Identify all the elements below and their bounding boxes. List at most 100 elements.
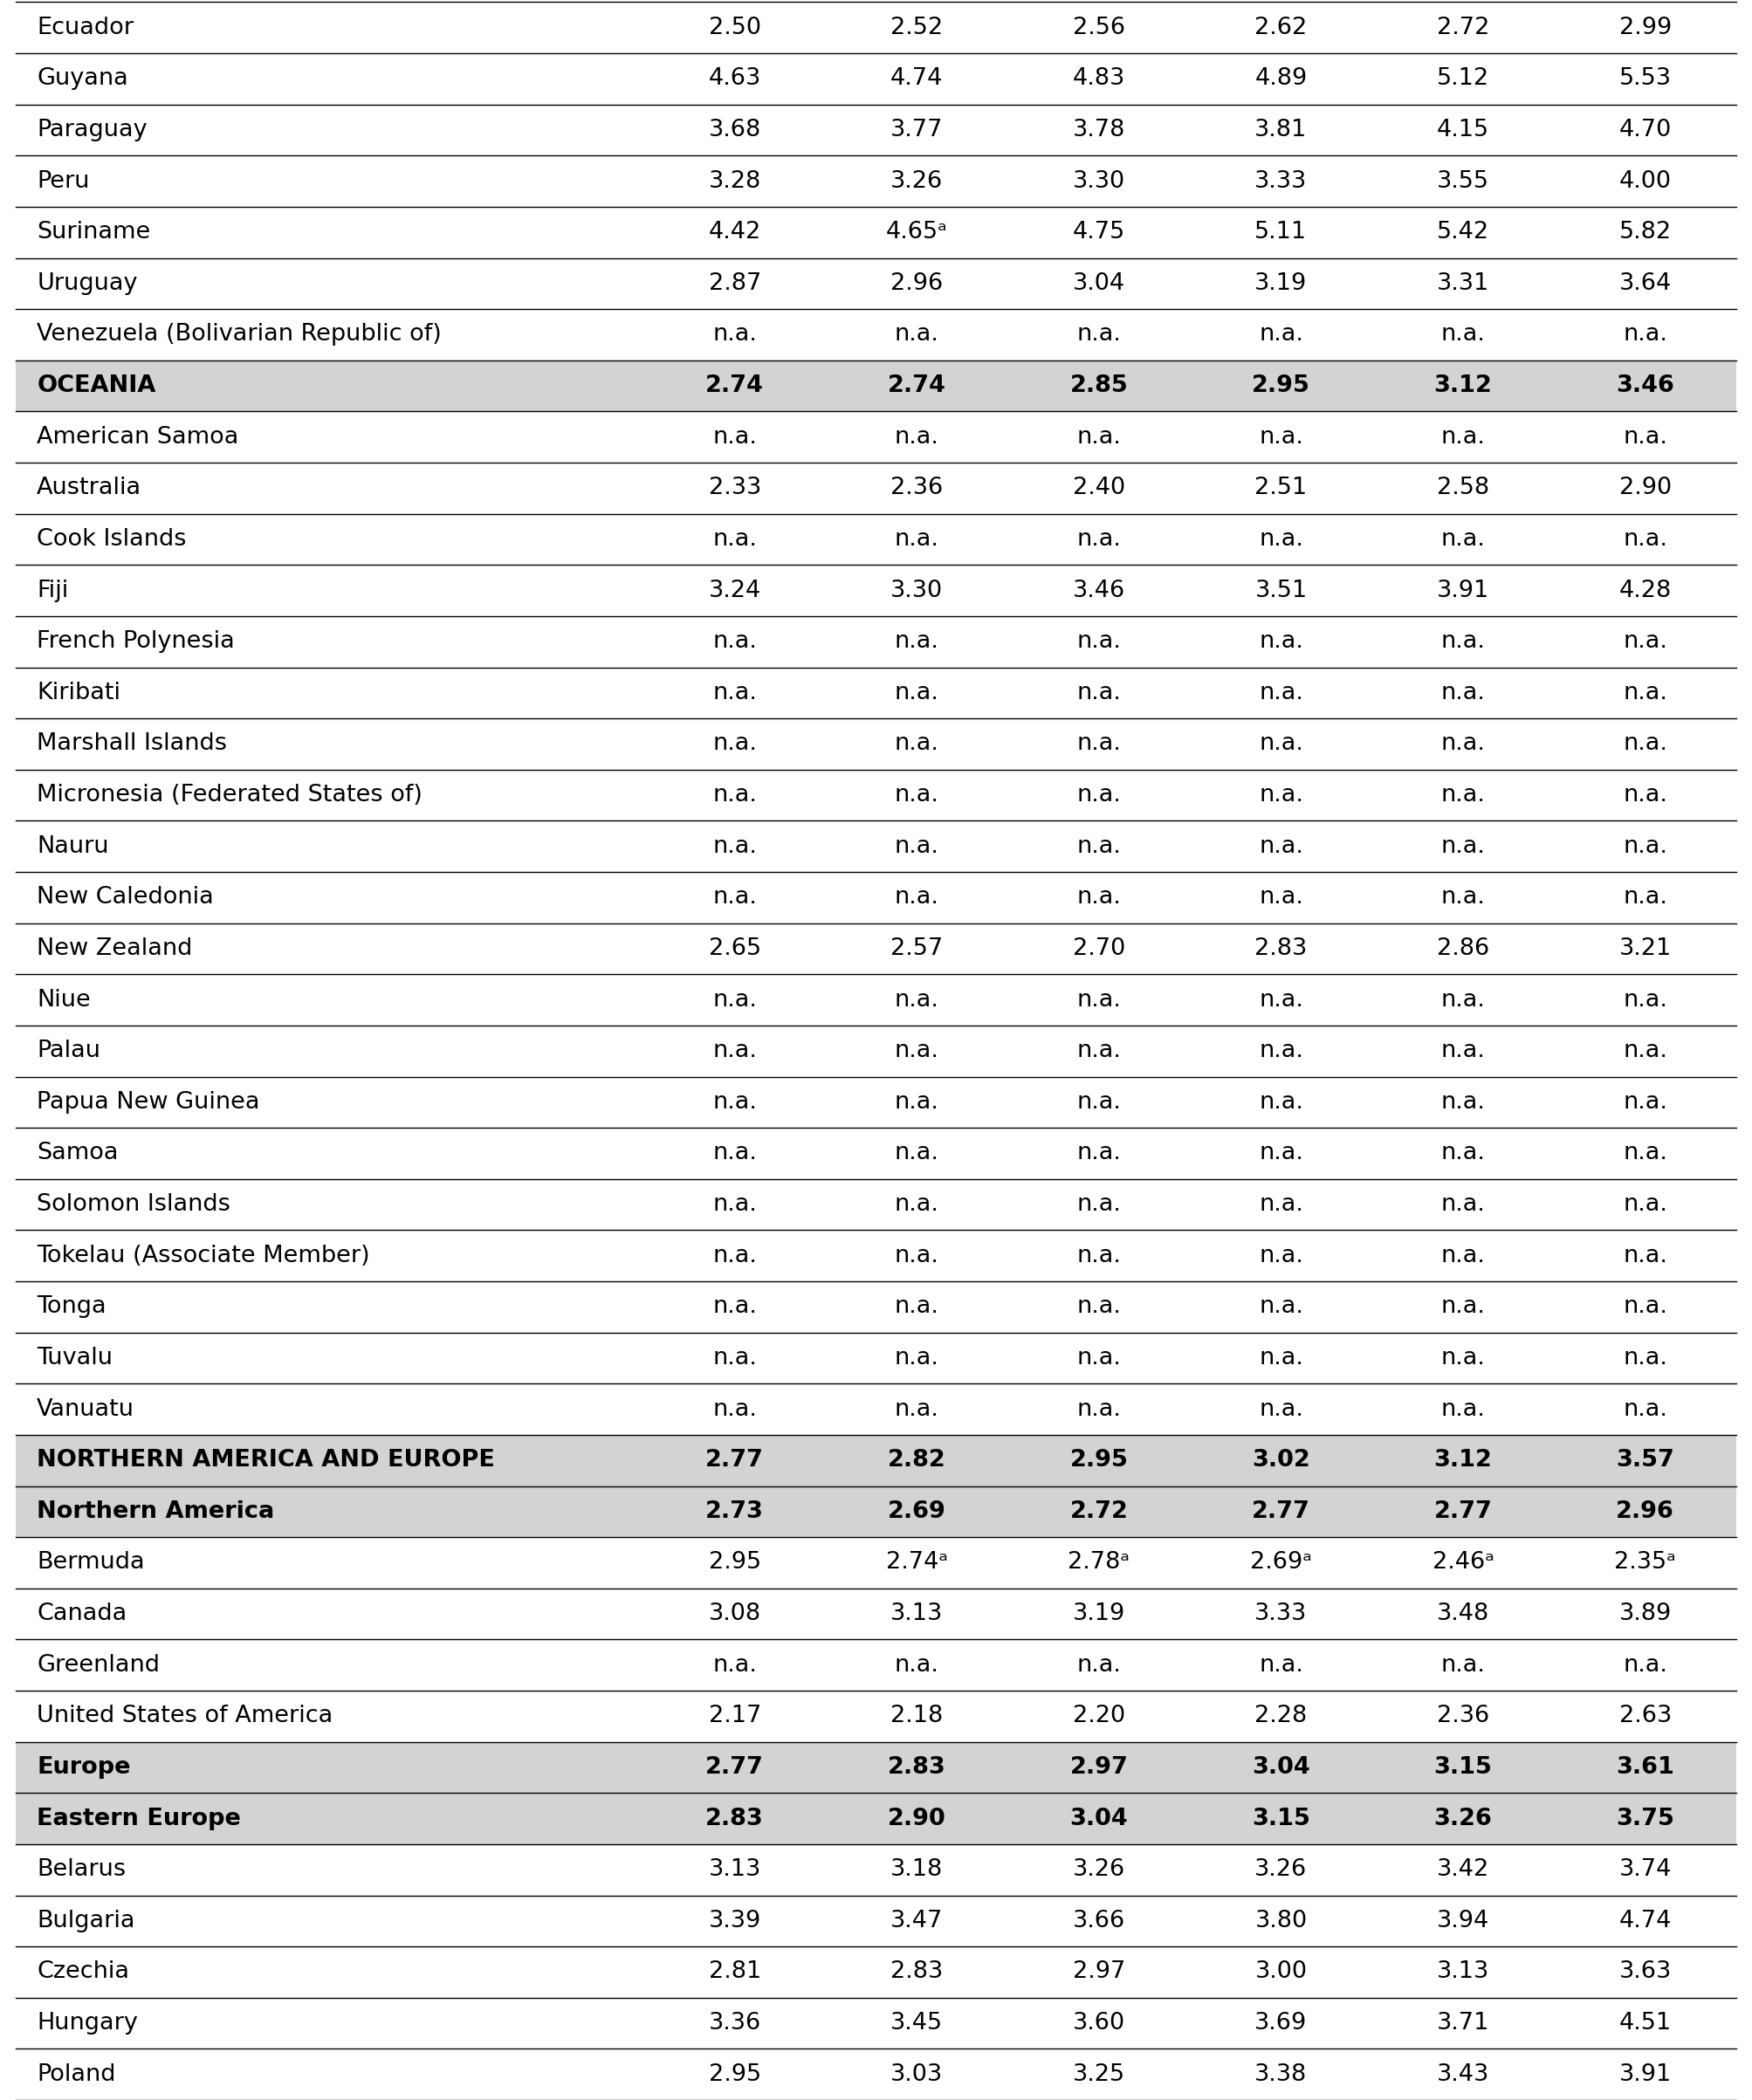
Text: 5.82: 5.82 (1619, 220, 1671, 244)
Text: 2.72: 2.72 (1070, 1499, 1128, 1523)
Bar (16, 412, 1736, 462)
Text: n.a.: n.a. (1440, 683, 1486, 704)
Text: 5.11: 5.11 (1254, 220, 1307, 244)
Text: Marshall Islands: Marshall Islands (37, 733, 228, 756)
Text: 3.60: 3.60 (1072, 2012, 1125, 2035)
Text: 3.18: 3.18 (890, 1858, 943, 1882)
Text: 3.78: 3.78 (1072, 120, 1125, 141)
Bar (16, 2050, 1736, 2100)
Bar (16, 462, 1736, 514)
Text: Eastern Europe: Eastern Europe (37, 1808, 242, 1829)
Text: n.a.: n.a. (713, 1296, 757, 1319)
Text: 3.61: 3.61 (1615, 1756, 1675, 1779)
Text: 3.28: 3.28 (708, 170, 760, 193)
Text: n.a.: n.a. (1440, 1090, 1486, 1113)
Text: n.a.: n.a. (713, 426, 757, 449)
Text: Samoa: Samoa (37, 1142, 119, 1166)
Text: 2.69: 2.69 (888, 1499, 946, 1523)
Text: n.a.: n.a. (895, 1296, 939, 1319)
Text: 4.75: 4.75 (1072, 220, 1125, 244)
Text: n.a.: n.a. (713, 1142, 757, 1166)
Text: n.a.: n.a. (1440, 1142, 1486, 1166)
Text: n.a.: n.a. (1622, 886, 1668, 909)
Text: 2.78ᵃ: 2.78ᵃ (1069, 1552, 1130, 1575)
Text: n.a.: n.a. (1077, 1193, 1121, 1216)
Text: n.a.: n.a. (1077, 683, 1121, 704)
Text: 2.51: 2.51 (1254, 477, 1307, 500)
Bar (16, 1741, 1736, 1793)
Text: 4.42: 4.42 (708, 220, 760, 244)
Text: Bermuda: Bermuda (37, 1552, 145, 1575)
Text: n.a.: n.a. (1440, 1399, 1486, 1420)
Text: n.a.: n.a. (1077, 1245, 1121, 1266)
Text: 3.03: 3.03 (890, 2062, 943, 2085)
Text: 2.77: 2.77 (706, 1449, 764, 1472)
Text: Kiribati: Kiribati (37, 683, 121, 704)
Text: n.a.: n.a. (713, 1090, 757, 1113)
Text: Cook Islands: Cook Islands (37, 527, 186, 550)
Text: n.a.: n.a. (895, 323, 939, 346)
Text: Canada: Canada (37, 1602, 126, 1625)
Text: New Zealand: New Zealand (37, 937, 193, 960)
Text: n.a.: n.a. (1260, 527, 1303, 550)
Bar (16, 872, 1736, 924)
Text: 3.46: 3.46 (1615, 374, 1675, 397)
Text: n.a.: n.a. (895, 733, 939, 756)
Bar (16, 1434, 1736, 1487)
Text: 2.83: 2.83 (706, 1808, 764, 1829)
Bar (16, 1691, 1736, 1741)
Text: 3.13: 3.13 (708, 1858, 760, 1882)
Text: 3.26: 3.26 (1254, 1858, 1307, 1882)
Text: 3.51: 3.51 (1254, 580, 1307, 603)
Bar (16, 1640, 1736, 1691)
Text: 3.12: 3.12 (1433, 1449, 1493, 1472)
Text: n.a.: n.a. (895, 683, 939, 704)
Text: n.a.: n.a. (1260, 323, 1303, 346)
Text: Micronesia (Federated States of): Micronesia (Federated States of) (37, 783, 422, 806)
Text: n.a.: n.a. (1622, 1346, 1668, 1369)
Text: 3.36: 3.36 (708, 2012, 760, 2035)
Text: n.a.: n.a. (895, 1193, 939, 1216)
Text: 2.63: 2.63 (1619, 1705, 1671, 1728)
Text: Vanuatu: Vanuatu (37, 1399, 135, 1420)
Text: n.a.: n.a. (1440, 836, 1486, 857)
Text: n.a.: n.a. (895, 630, 939, 653)
Text: 2.96: 2.96 (890, 273, 943, 294)
Bar (16, 1997, 1736, 2050)
Bar (16, 1896, 1736, 1947)
Text: 4.51: 4.51 (1619, 2012, 1671, 2035)
Text: n.a.: n.a. (895, 1245, 939, 1266)
Text: n.a.: n.a. (1440, 527, 1486, 550)
Text: 3.48: 3.48 (1437, 1602, 1489, 1625)
Text: 2.20: 2.20 (1072, 1705, 1125, 1728)
Text: 2.69ᵃ: 2.69ᵃ (1251, 1552, 1312, 1575)
Text: 3.81: 3.81 (1254, 120, 1307, 141)
Text: n.a.: n.a. (895, 1040, 939, 1063)
Text: 2.28: 2.28 (1254, 1705, 1307, 1728)
Text: n.a.: n.a. (1077, 426, 1121, 449)
Text: 3.19: 3.19 (1072, 1602, 1125, 1625)
Bar (16, 1025, 1736, 1077)
Text: 2.77: 2.77 (1253, 1499, 1310, 1523)
Text: 2.97: 2.97 (1072, 1961, 1125, 1982)
Text: n.a.: n.a. (1260, 1296, 1303, 1319)
Text: n.a.: n.a. (895, 1399, 939, 1420)
Text: 3.26: 3.26 (890, 170, 943, 193)
Text: n.a.: n.a. (1077, 1296, 1121, 1319)
Text: 3.66: 3.66 (1072, 1909, 1125, 1932)
Text: 2.81: 2.81 (708, 1961, 760, 1982)
Text: n.a.: n.a. (713, 1193, 757, 1216)
Text: Ecuador: Ecuador (37, 17, 133, 40)
Text: Europe: Europe (37, 1756, 131, 1779)
Bar (16, 974, 1736, 1025)
Text: 2.86: 2.86 (1437, 937, 1489, 960)
Text: n.a.: n.a. (713, 989, 757, 1012)
Text: n.a.: n.a. (1622, 1653, 1668, 1676)
Text: 2.77: 2.77 (1433, 1499, 1493, 1523)
Text: 2.74: 2.74 (888, 374, 946, 397)
Text: Poland: Poland (37, 2062, 116, 2085)
Bar (16, 1128, 1736, 1178)
Text: n.a.: n.a. (895, 527, 939, 550)
Text: 2.85: 2.85 (1070, 374, 1128, 397)
Bar (16, 924, 1736, 974)
